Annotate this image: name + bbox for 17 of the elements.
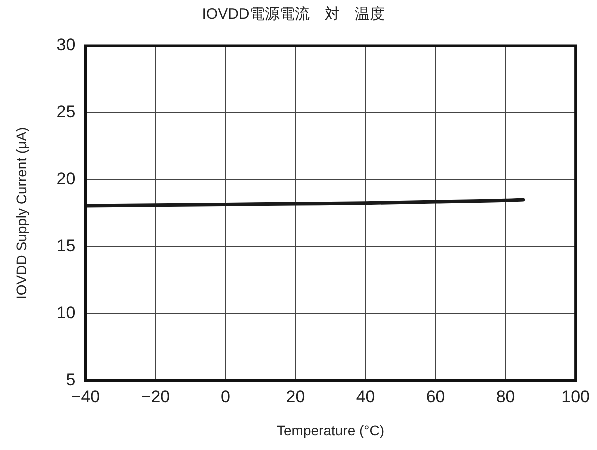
y-tick-label: 5: [66, 370, 76, 390]
x-tick-label: 0: [221, 388, 230, 407]
x-tick-label: 20: [286, 388, 306, 407]
y-tick-label: 20: [56, 170, 76, 189]
x-tick-label: 100: [562, 388, 590, 407]
x-tick-label: −20: [141, 388, 170, 407]
x-tick-label: −40: [71, 388, 100, 407]
x-tick-label: 80: [496, 388, 516, 407]
y-tick-label: 30: [56, 36, 76, 55]
y-tick-label: 25: [56, 102, 76, 122]
x-axis-title: Temperature (°C): [277, 422, 385, 438]
x-tick-label: 40: [356, 388, 376, 407]
chart-title: IOVDD電源電流 対 温度: [202, 6, 385, 24]
x-tick-label: 60: [426, 388, 446, 407]
y-tick-label: 10: [56, 304, 76, 323]
y-tick-label: 15: [56, 236, 76, 256]
y-axis-title: IOVDD Supply Current (μA): [13, 127, 30, 300]
